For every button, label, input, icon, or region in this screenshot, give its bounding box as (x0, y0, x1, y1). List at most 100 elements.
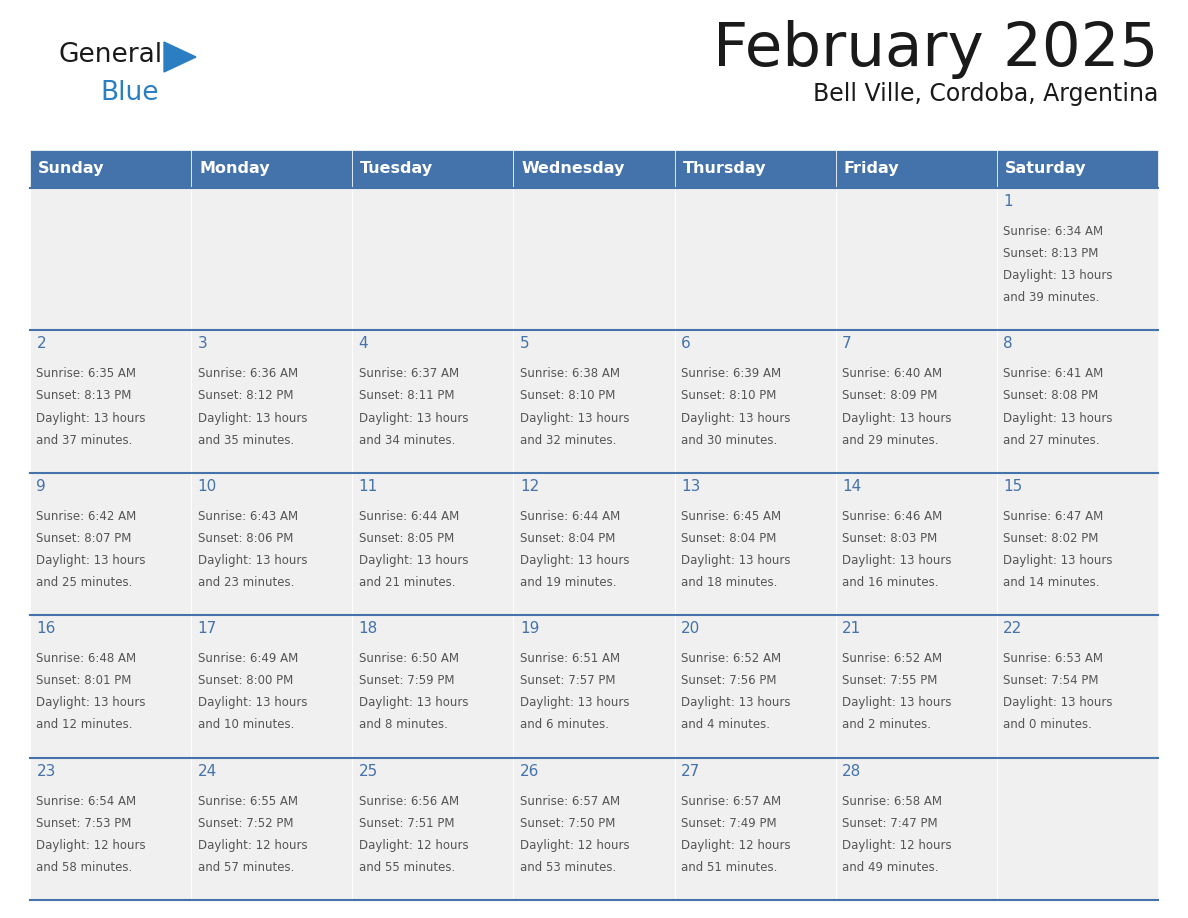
Text: 24: 24 (197, 764, 217, 778)
Text: Sunrise: 6:52 AM: Sunrise: 6:52 AM (681, 652, 782, 666)
Bar (353, 757, 513, 900)
Text: 10: 10 (197, 479, 217, 494)
Text: Daylight: 13 hours: Daylight: 13 hours (1004, 411, 1113, 424)
Text: and 53 minutes.: and 53 minutes. (520, 861, 617, 874)
Bar (675, 330, 835, 473)
Text: Sunset: 8:10 PM: Sunset: 8:10 PM (681, 389, 777, 402)
Text: Sunrise: 6:45 AM: Sunrise: 6:45 AM (681, 509, 782, 523)
Text: and 37 minutes.: and 37 minutes. (37, 433, 133, 447)
Text: Sunrise: 6:35 AM: Sunrise: 6:35 AM (37, 367, 137, 380)
Text: and 34 minutes.: and 34 minutes. (359, 433, 455, 447)
Text: 19: 19 (520, 621, 539, 636)
Text: Sunrise: 6:48 AM: Sunrise: 6:48 AM (37, 652, 137, 666)
Text: 27: 27 (681, 764, 700, 778)
Text: Daylight: 12 hours: Daylight: 12 hours (842, 839, 952, 852)
Text: Daylight: 13 hours: Daylight: 13 hours (681, 697, 790, 710)
Text: 3: 3 (197, 336, 208, 352)
Text: and 27 minutes.: and 27 minutes. (1004, 433, 1100, 447)
Text: Sunset: 8:11 PM: Sunset: 8:11 PM (359, 389, 454, 402)
Text: Sunset: 8:13 PM: Sunset: 8:13 PM (37, 389, 132, 402)
Text: Daylight: 13 hours: Daylight: 13 hours (681, 554, 790, 567)
Bar (835, 330, 997, 473)
Text: February 2025: February 2025 (713, 20, 1158, 79)
Text: Wednesday: Wednesday (522, 162, 625, 176)
Bar (675, 615, 835, 757)
Text: Sunrise: 6:58 AM: Sunrise: 6:58 AM (842, 795, 942, 808)
Text: 4: 4 (359, 336, 368, 352)
Text: Daylight: 13 hours: Daylight: 13 hours (1004, 697, 1113, 710)
Text: Tuesday: Tuesday (360, 162, 434, 176)
Text: General: General (58, 42, 162, 68)
Text: Sunrise: 6:38 AM: Sunrise: 6:38 AM (520, 367, 620, 380)
Text: Sunset: 8:06 PM: Sunset: 8:06 PM (197, 532, 293, 545)
Text: Sunset: 8:10 PM: Sunset: 8:10 PM (520, 389, 615, 402)
Bar (353, 188, 513, 330)
Text: Daylight: 12 hours: Daylight: 12 hours (37, 839, 146, 852)
Text: Sunset: 8:12 PM: Sunset: 8:12 PM (197, 389, 293, 402)
Text: Sunset: 7:49 PM: Sunset: 7:49 PM (681, 817, 777, 830)
Text: Daylight: 13 hours: Daylight: 13 hours (681, 411, 790, 424)
Text: Sunrise: 6:53 AM: Sunrise: 6:53 AM (1004, 652, 1104, 666)
Text: Sunset: 8:13 PM: Sunset: 8:13 PM (1004, 247, 1099, 260)
Text: Sunset: 7:59 PM: Sunset: 7:59 PM (359, 675, 454, 688)
Text: and 19 minutes.: and 19 minutes. (520, 576, 617, 589)
Text: Monday: Monday (200, 162, 270, 176)
Bar (835, 615, 997, 757)
Bar (353, 330, 513, 473)
Bar (835, 757, 997, 900)
Bar (675, 188, 835, 330)
Text: Sunrise: 6:51 AM: Sunrise: 6:51 AM (520, 652, 620, 666)
Text: Daylight: 13 hours: Daylight: 13 hours (1004, 269, 1113, 282)
Text: and 29 minutes.: and 29 minutes. (842, 433, 939, 447)
Text: Daylight: 13 hours: Daylight: 13 hours (359, 554, 468, 567)
Text: 16: 16 (37, 621, 56, 636)
Bar (997, 150, 1158, 188)
Text: and 23 minutes.: and 23 minutes. (197, 576, 293, 589)
Text: Sunrise: 6:47 AM: Sunrise: 6:47 AM (1004, 509, 1104, 523)
Text: Daylight: 13 hours: Daylight: 13 hours (197, 411, 307, 424)
Text: Sunset: 8:03 PM: Sunset: 8:03 PM (842, 532, 937, 545)
Bar (513, 330, 675, 473)
Text: Sunset: 8:04 PM: Sunset: 8:04 PM (681, 532, 777, 545)
Bar (191, 757, 353, 900)
Text: Sunrise: 6:46 AM: Sunrise: 6:46 AM (842, 509, 942, 523)
Text: and 18 minutes.: and 18 minutes. (681, 576, 777, 589)
Text: and 0 minutes.: and 0 minutes. (1004, 719, 1092, 732)
Text: 9: 9 (37, 479, 46, 494)
Text: Daylight: 13 hours: Daylight: 13 hours (37, 411, 146, 424)
Text: Sunset: 8:09 PM: Sunset: 8:09 PM (842, 389, 937, 402)
Text: Daylight: 13 hours: Daylight: 13 hours (37, 697, 146, 710)
Text: and 58 minutes.: and 58 minutes. (37, 861, 133, 874)
Text: and 21 minutes.: and 21 minutes. (359, 576, 455, 589)
Text: Friday: Friday (843, 162, 899, 176)
Text: Daylight: 13 hours: Daylight: 13 hours (1004, 554, 1113, 567)
Bar (513, 473, 675, 615)
Text: Sunrise: 6:44 AM: Sunrise: 6:44 AM (359, 509, 459, 523)
Bar (30, 473, 191, 615)
Text: Daylight: 13 hours: Daylight: 13 hours (197, 697, 307, 710)
Text: Thursday: Thursday (683, 162, 766, 176)
Text: Sunset: 7:54 PM: Sunset: 7:54 PM (1004, 675, 1099, 688)
Text: 14: 14 (842, 479, 861, 494)
Text: 11: 11 (359, 479, 378, 494)
Bar (997, 757, 1158, 900)
Text: Sunrise: 6:39 AM: Sunrise: 6:39 AM (681, 367, 782, 380)
Text: and 12 minutes.: and 12 minutes. (37, 719, 133, 732)
Text: and 49 minutes.: and 49 minutes. (842, 861, 939, 874)
Text: Sunset: 7:52 PM: Sunset: 7:52 PM (197, 817, 293, 830)
Text: Sunset: 8:07 PM: Sunset: 8:07 PM (37, 532, 132, 545)
Text: and 30 minutes.: and 30 minutes. (681, 433, 777, 447)
Text: 8: 8 (1004, 336, 1013, 352)
Bar (191, 615, 353, 757)
Text: Sunday: Sunday (38, 162, 105, 176)
Text: Daylight: 13 hours: Daylight: 13 hours (842, 697, 952, 710)
Text: Daylight: 12 hours: Daylight: 12 hours (197, 839, 308, 852)
Bar (191, 188, 353, 330)
Bar (835, 473, 997, 615)
Text: Sunrise: 6:40 AM: Sunrise: 6:40 AM (842, 367, 942, 380)
Text: 13: 13 (681, 479, 701, 494)
Bar (675, 473, 835, 615)
Text: Sunrise: 6:36 AM: Sunrise: 6:36 AM (197, 367, 298, 380)
Text: Daylight: 13 hours: Daylight: 13 hours (842, 411, 952, 424)
Bar (30, 188, 191, 330)
